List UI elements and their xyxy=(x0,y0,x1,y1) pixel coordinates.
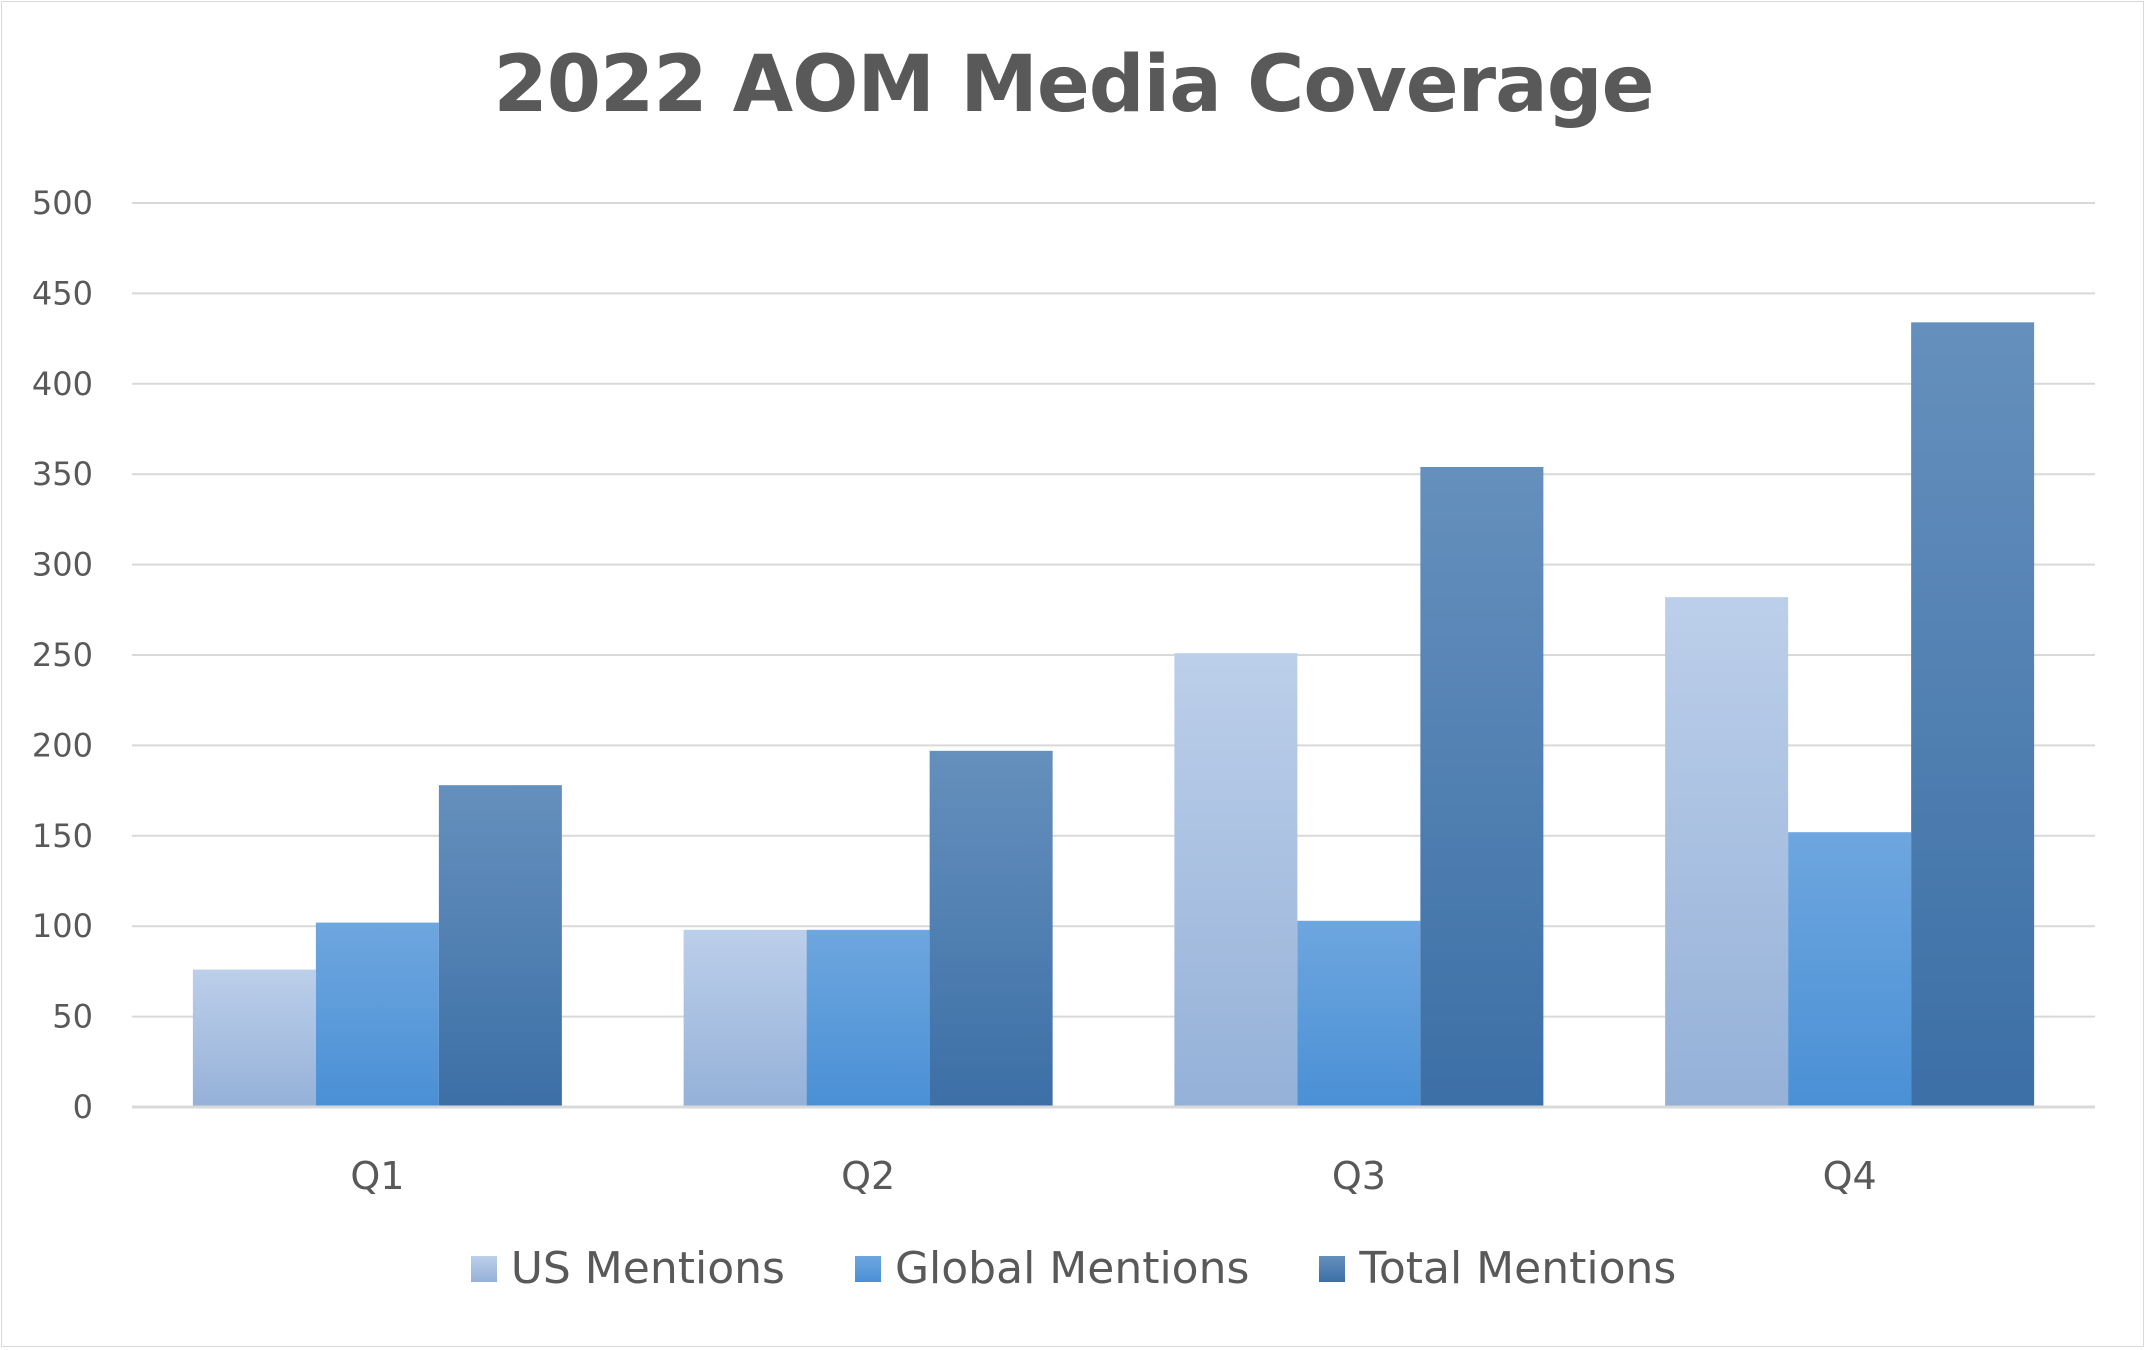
y-axis-ticks: 0 50 100 150 200 250 300 350 400 450 500 xyxy=(32,184,93,1126)
legend-label: Total Mentions xyxy=(1359,1243,1677,1294)
y-tick-label: 200 xyxy=(32,726,93,764)
bar-q2-series-3 xyxy=(929,750,1053,1107)
legend: US Mentions Global Mentions Total Mentions xyxy=(0,1243,2147,1294)
y-tick-label: 50 xyxy=(52,998,93,1036)
legend-swatch xyxy=(470,1255,497,1282)
chart-title: 2022 AOM Media Coverage xyxy=(493,40,1655,130)
bar-q2-series-1 xyxy=(683,929,807,1107)
bar-q4-series-2 xyxy=(1788,832,1912,1107)
bar-q3-series-2 xyxy=(1297,920,1421,1107)
x-tick-label: Q1 xyxy=(350,1154,404,1198)
y-tick-label: 0 xyxy=(73,1088,93,1126)
legend-label: Global Mentions xyxy=(894,1243,1250,1294)
bar-q3-series-3 xyxy=(1420,466,1544,1107)
bar-q4-series-3 xyxy=(1911,322,2035,1107)
y-tick-label: 100 xyxy=(32,907,93,945)
bar-q3-series-1 xyxy=(1174,653,1298,1107)
legend-item: US Mentions xyxy=(470,1243,785,1294)
bar-q1-series-1 xyxy=(192,969,316,1107)
bar-q2-series-2 xyxy=(806,929,930,1107)
x-tick-label: Q2 xyxy=(841,1154,895,1198)
x-axis-ticks: Q1 Q2 Q3 Q4 xyxy=(350,1154,1876,1198)
y-tick-label: 250 xyxy=(32,636,93,674)
legend-item: Total Mentions xyxy=(1319,1243,1676,1294)
legend-label: US Mentions xyxy=(510,1243,785,1294)
bar-q1-series-3 xyxy=(438,785,562,1107)
y-tick-label: 400 xyxy=(32,365,93,403)
bars xyxy=(192,322,2035,1107)
legend-swatch xyxy=(1319,1255,1346,1282)
bar-q1-series-2 xyxy=(315,922,439,1107)
y-tick-label: 150 xyxy=(32,817,93,855)
x-tick-label: Q4 xyxy=(1823,1154,1877,1198)
legend-item: Global Mentions xyxy=(854,1243,1250,1294)
y-tick-label: 450 xyxy=(32,274,93,312)
y-tick-label: 300 xyxy=(32,546,93,584)
y-tick-label: 350 xyxy=(32,455,93,493)
bar-q4-series-1 xyxy=(1665,597,1789,1107)
legend-swatch xyxy=(854,1255,881,1282)
y-tick-label: 500 xyxy=(32,184,93,222)
x-tick-label: Q3 xyxy=(1332,1154,1386,1198)
